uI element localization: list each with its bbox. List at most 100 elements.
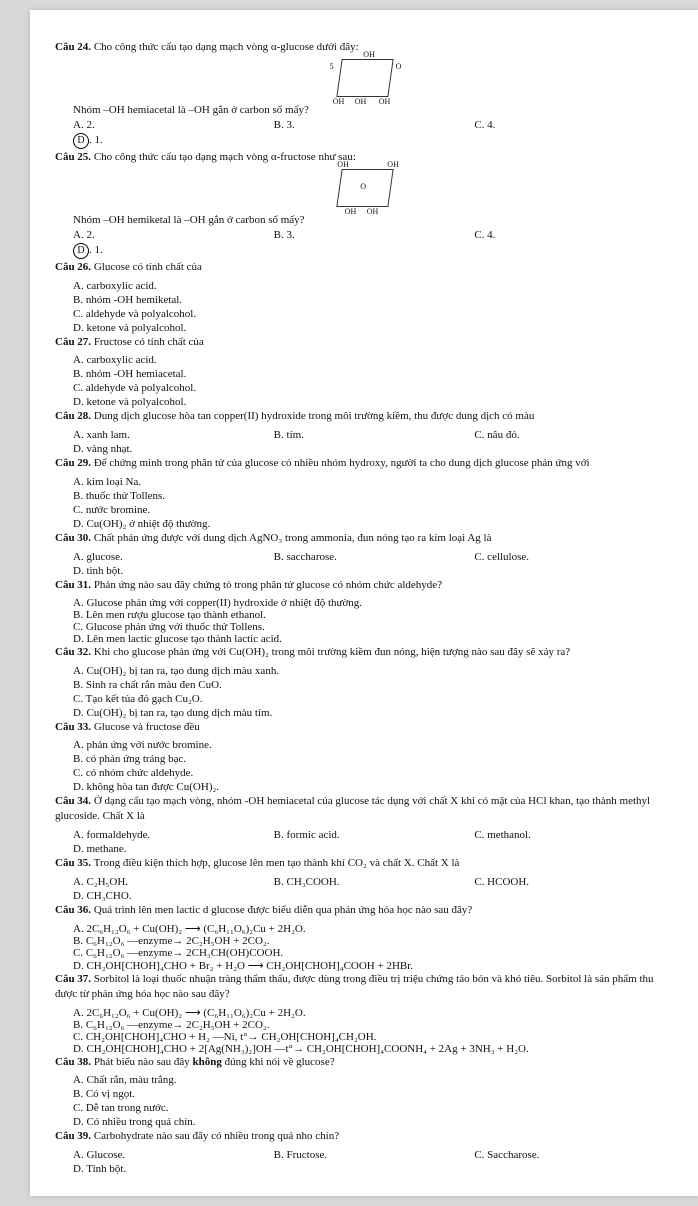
q33-opt-b: B. có phản ứng tráng bạc. bbox=[73, 752, 675, 766]
q34-label: Câu 34. bbox=[55, 795, 91, 807]
question-36: Câu 36. Quá trình lên men lactic d gluco… bbox=[55, 903, 675, 918]
q25-opt-b: B. 3. bbox=[274, 228, 475, 242]
circled-answer: D bbox=[73, 133, 89, 149]
q27-options: A. carboxylic acid. B. nhóm -OH hemiacet… bbox=[73, 353, 675, 409]
q39-opt-c: C. Saccharose. bbox=[474, 1148, 675, 1162]
label-oh: OH bbox=[363, 50, 375, 59]
question-38: Câu 38. Phát biểu nào sau đây không đúng… bbox=[55, 1055, 675, 1070]
q24-opt-b: B. 3. bbox=[274, 118, 475, 132]
q25-text: Cho công thức cấu tạo dạng mạch vòng α-f… bbox=[94, 151, 356, 163]
q39-opt-a: A. Glucose. bbox=[73, 1148, 274, 1162]
label-oh-r: OH bbox=[379, 97, 391, 106]
label-o: O bbox=[396, 62, 402, 71]
q38-label: Câu 38. bbox=[55, 1056, 91, 1068]
q31-opt-c: C. Glucose phản ứng với thuốc thử Tollen… bbox=[73, 621, 675, 633]
q34-opt-b: B. formic acid. bbox=[274, 828, 475, 842]
q25-options: A. 2. B. 3. C. 4. D. 1. bbox=[73, 228, 675, 260]
q26-options: A. carboxylic acid. B. nhóm -OH hemiketa… bbox=[73, 279, 675, 335]
q28-opt-b: B. tím. bbox=[274, 428, 475, 442]
q31-label: Câu 31. bbox=[55, 579, 91, 591]
q29-text: Để chứng minh trong phân tử của glucose … bbox=[94, 457, 590, 469]
q33-options: A. phản ứng với nước bromine. B. có phản… bbox=[73, 738, 675, 794]
q37-label: Câu 37. bbox=[55, 973, 91, 985]
q30-opt-a: A. glucose. bbox=[73, 550, 274, 564]
q39-opt-d: D. Tinh bột. bbox=[73, 1162, 675, 1176]
q27-text: Fructose có tính chất của bbox=[94, 336, 204, 348]
fructose-ring: OH OH O OH OH bbox=[336, 169, 393, 207]
q33-opt-a: A. phản ứng với nước bromine. bbox=[73, 738, 675, 752]
q39-options: A. Glucose. B. Fructose. C. Saccharose. … bbox=[73, 1148, 675, 1176]
question-29: Câu 29. Để chứng minh trong phân tử của … bbox=[55, 456, 675, 471]
q24-subtext: Nhóm –OH hemiacetal là –OH gắn ở carbon … bbox=[73, 104, 675, 116]
q27-label: Câu 27. bbox=[55, 336, 91, 348]
q34-opt-d: D. methane. bbox=[73, 842, 675, 856]
q38-opt-a: A. Chất rắn, màu trắng. bbox=[73, 1073, 675, 1087]
q31-text: Phản ứng nào sau đây chứng tỏ trong phân… bbox=[94, 579, 442, 591]
q35-opt-b: B. CH₃COOH. bbox=[274, 875, 475, 889]
q25-opt-a: A. 2. bbox=[73, 228, 274, 242]
q27-opt-b: B. nhóm -OH hemiacetal. bbox=[73, 367, 675, 381]
q30-opt-b: B. saccharose. bbox=[274, 550, 475, 564]
q35-opt-d: D. CH₃CHO. bbox=[73, 889, 675, 903]
q31-opt-d: D. Lên men lactic glucose tạo thành lact… bbox=[73, 633, 675, 645]
q26-opt-b: B. nhóm -OH hemiketal. bbox=[73, 293, 675, 307]
q26-opt-c: C. aldehyde và polyalcohol. bbox=[73, 307, 675, 321]
question-37: Câu 37. Sorbitol là loại thuốc nhuận trà… bbox=[55, 972, 675, 1002]
q30-label: Câu 30. bbox=[55, 532, 91, 544]
q28-text: Dung dịch glucose hòa tan copper(II) hyd… bbox=[94, 410, 535, 422]
q26-opt-a: A. carboxylic acid. bbox=[73, 279, 675, 293]
q37-text: Sorbitol là loại thuốc nhuận tràng thẩm … bbox=[55, 973, 654, 1000]
question-35: Câu 35. Trong điều kiện thích hợp, gluco… bbox=[55, 856, 675, 871]
q25-opt-d: D. 1. bbox=[73, 242, 675, 260]
q36-text: Quá trình lên men lactic d glucose được … bbox=[94, 904, 473, 916]
question-34: Câu 34. Ở dạng cấu tạo mạch vòng, nhóm -… bbox=[55, 794, 675, 824]
q24-opt-a: A. 2. bbox=[73, 118, 274, 132]
q38-opt-d: D. Có nhiều trong quả chín. bbox=[73, 1115, 675, 1129]
q35-opt-a: A. C₂H₅OH. bbox=[73, 875, 274, 889]
q35-text: Trong điều kiện thích hợp, glucose lên m… bbox=[94, 857, 460, 869]
question-33: Câu 33. Glucose và fructose đều bbox=[55, 720, 675, 735]
question-39: Câu 39. Carbohydrate nào sau đây có nhiề… bbox=[55, 1129, 675, 1144]
label-oh-b: OH bbox=[355, 97, 367, 106]
q34-options: A. formaldehyde. B. formic acid. C. meth… bbox=[73, 828, 675, 856]
q33-label: Câu 33. bbox=[55, 721, 91, 733]
q30-opt-c: C. cellulose. bbox=[474, 550, 675, 564]
q26-text: Glucose có tính chất của bbox=[94, 261, 202, 273]
q36-opt-a: A. 2C₆H₁₂O₆ + Cu(OH)₂ ⟶ (C₆H₁₁O₆)₂Cu + 2… bbox=[73, 922, 675, 935]
q25-label: Câu 25. bbox=[55, 151, 91, 163]
q37-opt-b: B. C₆H₁₂O₆ —enzyme→ 2C₂H₅OH + 2CO₂. bbox=[73, 1019, 675, 1031]
q38-opt-b: B. Có vị ngọt. bbox=[73, 1087, 675, 1101]
q39-opt-b: B. Fructose. bbox=[274, 1148, 475, 1162]
q35-opt-c: C. HCOOH. bbox=[474, 875, 675, 889]
q24-label: Câu 24. bbox=[55, 41, 91, 53]
q33-opt-d: D. không hòa tan được Cu(OH)₂. bbox=[73, 780, 675, 794]
label-oh-l: OH bbox=[333, 97, 345, 106]
q36-label: Câu 36. bbox=[55, 904, 91, 916]
q28-options: A. xanh lam. B. tím. C. nâu đỏ. D. vàng … bbox=[73, 428, 675, 456]
q33-opt-c: C. có nhóm chức aldehyde. bbox=[73, 766, 675, 780]
q27-opt-a: A. carboxylic acid. bbox=[73, 353, 675, 367]
q37-opt-c: C. CH₂OH[CHOH]₄CHO + H₂ —Ni, t°→ CH₂OH[C… bbox=[73, 1031, 675, 1043]
q34-opt-c: C. methanol. bbox=[474, 828, 675, 842]
q36-opt-d: D. CH₂OH[CHOH]₄CHO + Br₂ + H₂O ⟶ CH₂OH[C… bbox=[73, 959, 675, 972]
q34-opt-a: A. formaldehyde. bbox=[73, 828, 274, 842]
q35-options: A. C₂H₅OH. B. CH₃COOH. C. HCOOH. D. CH₃C… bbox=[73, 875, 675, 903]
q29-opt-b: B. thuốc thử Tollens. bbox=[73, 489, 675, 503]
q37-opt-a: A. 2C₆H₁₂O₆ + Cu(OH)₂ ⟶ (C₆H₁₁O₆)₂Cu + 2… bbox=[73, 1006, 675, 1019]
fructose-structure-diagram: OH OH O OH OH bbox=[55, 169, 675, 210]
circled-answer: D bbox=[73, 243, 89, 259]
q38-options: A. Chất rắn, màu trắng. B. Có vị ngọt. C… bbox=[73, 1073, 675, 1129]
question-32: Câu 32. Khi cho glucose phản ứng với Cu(… bbox=[55, 645, 675, 660]
q39-label: Câu 39. bbox=[55, 1130, 91, 1142]
q34-text: Ở dạng cấu tạo mạch vòng, nhóm -OH hemia… bbox=[55, 795, 650, 822]
label-oh: OH bbox=[337, 160, 349, 169]
q37-opt-d: D. CH₂OH[CHOH]₄CHO + 2[Ag(NH₃)₂]OH —t°→ … bbox=[73, 1043, 675, 1055]
label-5: 5 bbox=[330, 62, 334, 71]
q24-opt-c: C. 4. bbox=[474, 118, 675, 132]
q30-text: Chất phản ứng được với dung dịch AgNO₃ t… bbox=[94, 532, 492, 544]
q26-opt-d: D. ketone và polyalcohol. bbox=[73, 321, 675, 335]
q32-text: Khi cho glucose phản ứng với Cu(OH)₂ tro… bbox=[94, 646, 570, 658]
q29-opt-c: C. nước bromine. bbox=[73, 503, 675, 517]
q28-label: Câu 28. bbox=[55, 410, 91, 422]
q38-opt-c: C. Dễ tan trong nước. bbox=[73, 1101, 675, 1115]
